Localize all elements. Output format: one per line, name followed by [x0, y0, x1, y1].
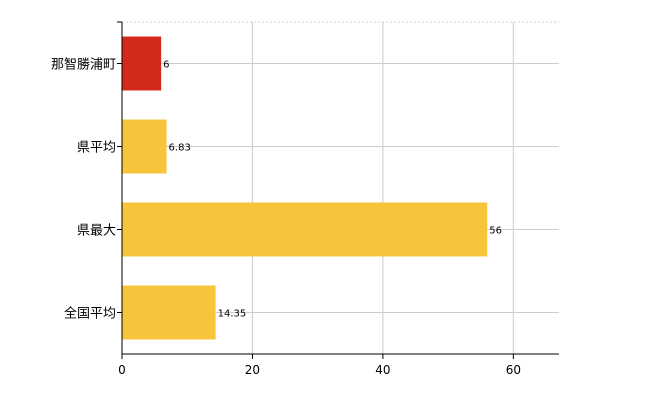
data-label: 56 — [489, 226, 502, 237]
bars — [122, 36, 488, 340]
x-tick-label: 20 — [245, 363, 260, 377]
x-tick-label: 60 — [506, 363, 521, 377]
bar — [122, 119, 167, 174]
data-label: 6.83 — [169, 143, 191, 154]
category-label: 県最大 — [77, 224, 116, 239]
bar — [122, 36, 162, 91]
category-label: 県平均 — [77, 141, 116, 156]
data-label: 14.35 — [218, 309, 247, 320]
x-tick-label: 0 — [118, 363, 126, 377]
bar — [122, 202, 488, 257]
category-label: 全国平均 — [64, 306, 116, 322]
x-tick-label: 40 — [375, 363, 390, 377]
bar — [122, 285, 216, 340]
category-label: 那智勝浦町 — [51, 58, 116, 73]
data-labels: 6 6.83 56 14.35 — [163, 60, 502, 320]
data-label: 6 — [163, 60, 169, 71]
